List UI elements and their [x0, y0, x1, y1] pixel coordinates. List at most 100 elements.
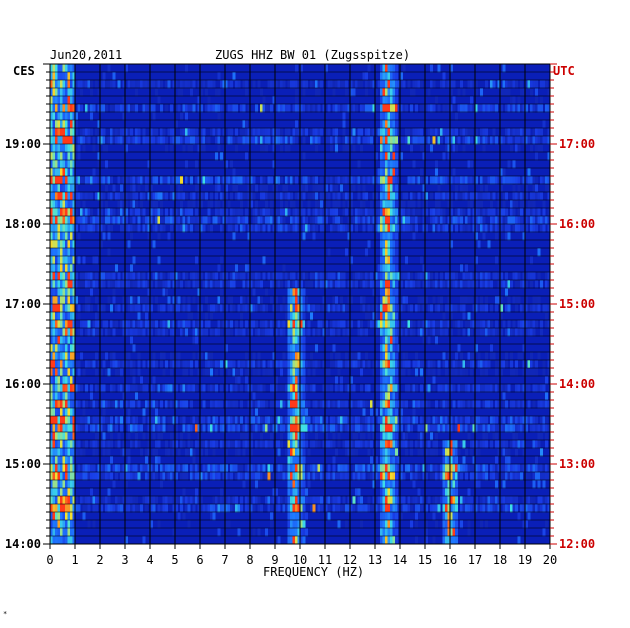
spectrogram-cell: [105, 320, 108, 329]
spectrogram-cell: [367, 280, 371, 289]
spectrogram-cell: [435, 336, 438, 345]
spectrogram-cell: [100, 384, 103, 393]
spectrogram-cell: [412, 328, 416, 337]
spectrogram-cell: [137, 184, 141, 193]
spectrogram-cell: [372, 464, 376, 473]
spectrogram-cell: [222, 416, 226, 425]
spectrogram-cell: [377, 280, 381, 289]
spectrogram-cell: [132, 360, 136, 369]
spectrogram-cell: [302, 312, 306, 321]
spectrogram-cell: [85, 216, 88, 225]
spectrogram-cell: [287, 272, 291, 281]
spectrogram-cell: [352, 416, 356, 425]
spectrogram-cell: [385, 432, 388, 441]
spectrogram-cell: [217, 280, 221, 289]
spectrogram-cell: [52, 128, 56, 137]
spectrogram-cell: [350, 280, 353, 289]
spectrogram-cell: [525, 304, 528, 313]
spectrogram-cell: [157, 208, 161, 217]
spectrogram-cell: [417, 208, 421, 217]
spectrogram-cell: [380, 240, 383, 249]
spectrogram-cell: [475, 208, 478, 217]
spectrogram-cell: [402, 296, 406, 305]
spectrogram-cell: [280, 384, 283, 393]
spectrogram-cell: [240, 400, 243, 409]
spectrogram-cell: [305, 128, 308, 137]
spectrogram-cell: [195, 464, 198, 473]
spectrogram-cell: [447, 456, 451, 465]
spectrogram-cell: [175, 176, 178, 185]
spectrogram-cell: [397, 328, 401, 337]
spectrogram-cell: [185, 368, 188, 377]
spectrogram-cell: [275, 208, 278, 217]
spectrogram-cell: [390, 208, 393, 217]
spectrogram-cell: [445, 360, 448, 369]
spectrogram-cell: [62, 160, 66, 169]
spectrogram-cell: [60, 272, 63, 281]
spectrogram-cell: [395, 128, 398, 137]
spectrogram-cell: [90, 280, 93, 289]
spectrogram-cell: [372, 216, 376, 225]
spectrogram-cell: [362, 184, 366, 193]
spectrogram-cell: [502, 400, 506, 409]
spectrogram-cell: [125, 384, 128, 393]
spectrogram-cell: [437, 64, 441, 73]
spectrogram-cell: [255, 400, 258, 409]
spectrogram-cell: [222, 296, 226, 305]
spectrogram-cell: [292, 328, 296, 337]
spectrogram-cell: [220, 176, 223, 185]
spectrogram-cell: [155, 328, 158, 337]
spectrogram-cell: [532, 304, 536, 313]
spectrogram-cell: [510, 352, 513, 361]
spectrogram-cell: [270, 424, 273, 433]
spectrogram-cell: [62, 376, 66, 385]
spectrogram-cell: [302, 272, 306, 281]
spectrogram-cell: [65, 152, 68, 161]
spectrogram-cell: [255, 128, 258, 137]
spectrogram-cell: [472, 80, 476, 89]
spectrogram-cell: [415, 464, 418, 473]
spectrogram-cell: [275, 376, 278, 385]
spectrogram-cell: [507, 304, 511, 313]
spectrogram-cell: [377, 128, 381, 137]
spectrogram-cell: [290, 352, 293, 361]
spectrogram-cell: [140, 176, 143, 185]
spectrogram-cell: [155, 136, 158, 145]
spectrogram-cell: [92, 168, 96, 177]
spectrogram-cell: [62, 392, 66, 401]
spectrogram-cell: [455, 208, 458, 217]
spectrogram-cell: [62, 240, 66, 249]
spectrogram-cell: [515, 216, 518, 225]
spectrogram-cell: [387, 344, 391, 353]
spectrogram-cell: [337, 432, 341, 441]
spectrogram-cell: [525, 208, 528, 217]
spectrogram-cell: [235, 264, 238, 273]
spectrogram-cell: [432, 448, 436, 457]
spectrogram-cell: [165, 328, 168, 337]
spectrogram-cell: [317, 464, 321, 473]
spectrogram-cell: [525, 416, 528, 425]
spectrogram-cell: [337, 192, 341, 201]
spectrogram-cell: [290, 440, 293, 449]
spectrogram-cell: [327, 80, 331, 89]
spectrogram-cell: [80, 192, 83, 201]
spectrogram-cell: [92, 144, 96, 153]
spectrogram-cell: [352, 360, 356, 369]
spectrogram-cell: [365, 104, 368, 113]
spectrogram-cell: [95, 312, 98, 321]
spectrogram-cell: [497, 224, 501, 233]
spectrogram-cell: [140, 192, 143, 201]
spectrogram-cell: [192, 104, 196, 113]
spectrogram-cell: [117, 176, 121, 185]
spectrogram-cell: [57, 104, 61, 113]
spectrogram-cell: [82, 176, 86, 185]
spectrogram-cell: [452, 176, 456, 185]
spectrogram-cell: [255, 200, 258, 209]
spectrogram-cell: [100, 400, 103, 409]
spectrogram-cell: [242, 360, 246, 369]
spectrogram-cell: [382, 320, 386, 329]
spectrogram-cell: [240, 312, 243, 321]
spectrogram-cell: [397, 320, 401, 329]
spectrogram-cell: [70, 224, 73, 233]
spectrogram-cell: [240, 384, 243, 393]
